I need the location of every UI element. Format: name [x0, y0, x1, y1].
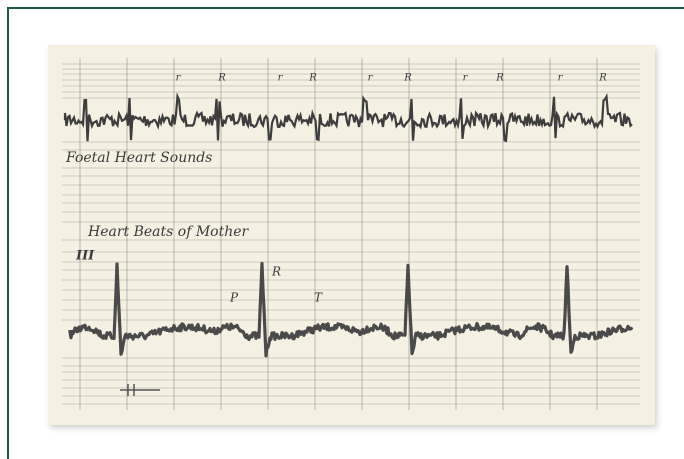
marker-label: R: [217, 73, 226, 84]
page: {"figure": { "upper_label": "Foetal Hear…: [0, 0, 684, 459]
figure: Foetal Heart Sounds Heart Beats of Mothe…: [0, 0, 684, 459]
wave-label: P: [229, 291, 239, 305]
marker-label: R: [403, 73, 412, 84]
lower-label: Heart Beats of Mother: [87, 224, 250, 240]
wave-label: R: [271, 265, 281, 279]
lead-label: III: [75, 249, 95, 264]
marker-label: R: [308, 73, 317, 84]
wave-label: T: [314, 291, 323, 305]
marker-label: R: [598, 73, 607, 84]
marker-label: R: [495, 73, 504, 84]
upper-label: Foetal Heart Sounds: [65, 150, 212, 166]
